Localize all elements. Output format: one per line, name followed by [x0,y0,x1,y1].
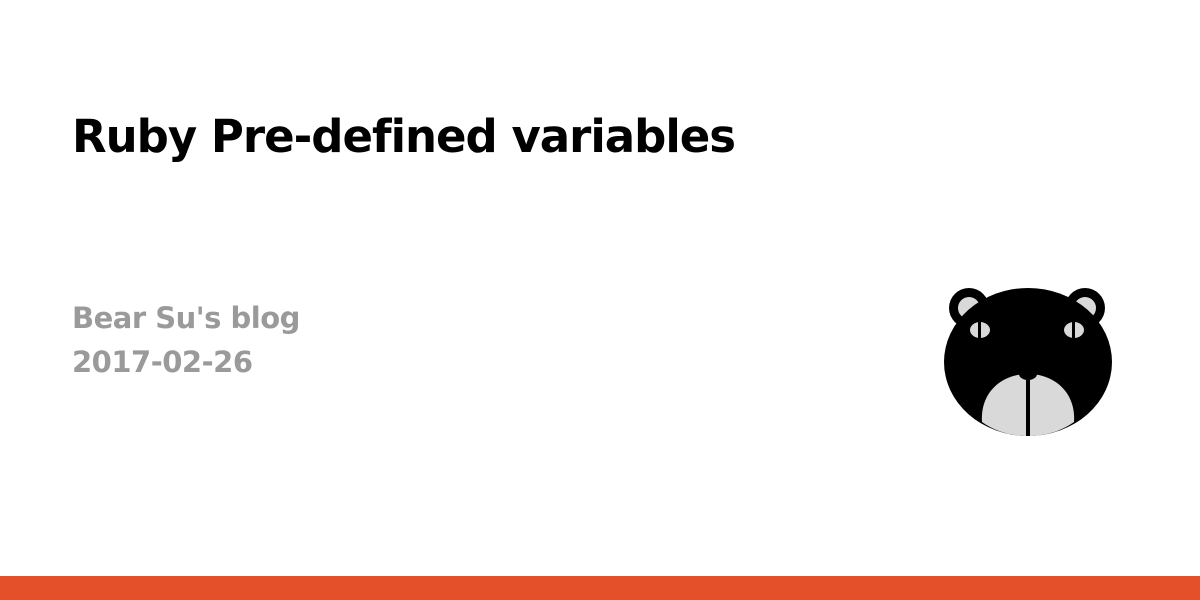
bear-nose [1019,368,1037,380]
post-meta: Bear Su's blog 2017-02-26 [72,296,300,384]
bear-left-pupil [978,322,981,338]
bear-face-icon [944,288,1112,436]
accent-bar [0,576,1200,600]
post-title: Ruby Pre-defined variables [72,110,736,163]
site-name: Bear Su's blog [72,301,300,335]
bear-right-pupil [1072,322,1075,338]
post-date: 2017-02-26 [72,345,253,379]
bear-mouth-line [1026,376,1030,436]
